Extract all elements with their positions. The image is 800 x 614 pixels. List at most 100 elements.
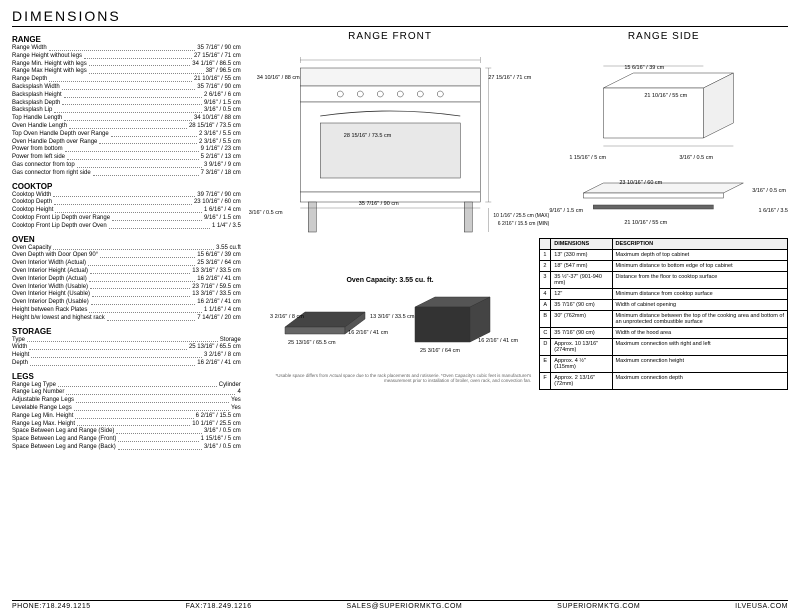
td: 35 7/16" (90 cm)	[551, 300, 612, 311]
spec-value: 9/16" / 1.5 cm	[204, 215, 241, 223]
table-row: FApprox. 2 13/16" (72mm)Maximum connecti…	[540, 373, 788, 390]
spec-row: Oven Capacity3.55 cu.ft	[12, 245, 241, 253]
table-row: C35 7/16" (90 cm)Width of the hood area	[540, 328, 788, 339]
td: Width of cabinet opening	[612, 300, 787, 311]
spec-row: Height3 2/16" / 8 cm	[12, 352, 241, 360]
spec-value: 28 15/16" / 73.5 cm	[189, 123, 241, 131]
spec-label: Cooktop Front Lip Depth over Range	[12, 215, 110, 223]
spec-value: 3 9/16" / 9 cm	[204, 162, 241, 170]
spec-label: Oven Depth with Door Open 90°	[12, 252, 98, 260]
spec-value: 13 3/16" / 33.5 cm	[192, 291, 241, 299]
spec-row: Power from bottom9 1/16" / 23 cm	[12, 146, 241, 154]
spec-list-cooktop: Cooktop Width39 7/16" / 90 cmCooktop Dep…	[12, 192, 241, 231]
dim-label: 13 3/16" / 33.5 cm	[370, 314, 414, 320]
td: 30" (762mm)	[551, 311, 612, 328]
footer-web: SUPERIORMKTG.COM	[557, 603, 640, 610]
spec-label: Backsplash Width	[12, 84, 60, 92]
spec-row: Adjustable Range Legs Yes	[12, 397, 241, 405]
spec-label: Top Oven Handle Depth over Range	[12, 131, 109, 139]
spec-label: Power from bottom	[12, 146, 63, 154]
spec-row: Space Between Leg and Range (Front)1 15/…	[12, 436, 241, 444]
td: E	[540, 356, 551, 373]
td: 12"	[551, 289, 612, 300]
footer-phone: PHONE:718.249.1215	[12, 603, 91, 610]
spec-label: Range Height without legs	[12, 53, 82, 61]
spec-label: Height b/w lowest and highest rack	[12, 315, 105, 323]
table-body: 113" (330 mm)Maximum depth of top cabine…	[540, 250, 788, 390]
table-header-row: DIMENSIONS DESCRIPTION	[540, 239, 788, 250]
spec-value: 2 3/16" / 5.5 cm	[199, 139, 241, 147]
spec-row: Range Width 35 7/16" / 90 cm	[12, 45, 241, 53]
section-title: OVEN	[12, 235, 241, 244]
table-row: A35 7/16" (90 cm)Width of cabinet openin…	[540, 300, 788, 311]
spec-label: Range Width	[12, 45, 47, 53]
td: 35 ½"-37" (901-940 mm)	[551, 272, 612, 289]
spec-row: Oven Handle Length 28 15/16" / 73.5 cm	[12, 123, 241, 131]
spec-label: Space Between Leg and Range (Side)	[12, 428, 114, 436]
spec-label: Space Between Leg and Range (Back)	[12, 444, 116, 452]
td: F	[540, 373, 551, 390]
dimensions-table: DIMENSIONS DESCRIPTION 113" (330 mm)Maxi…	[539, 238, 788, 390]
spec-value: 23 7/16" / 59.5 cm	[192, 284, 241, 292]
spec-row: Gas connector from right side7 3/16" / 1…	[12, 170, 241, 178]
spec-list-storage: TypeStorageWidth25 13/16" / 65.5 cmHeigh…	[12, 337, 241, 368]
spec-value: 1 6/16" / 4 cm	[204, 207, 241, 215]
td: A	[540, 300, 551, 311]
spec-label: Oven Interior Height (Actual)	[12, 268, 88, 276]
spec-value: 23 10/16" / 60 cm	[194, 199, 241, 207]
spec-label: Gas connector from top	[12, 162, 75, 170]
spec-value: 35 7/16" / 90 cm	[197, 84, 241, 92]
side-diagram-column: RANGE SIDE 15 6/16" / 39 cm 21 10/16" / …	[539, 31, 788, 591]
spec-label: Type	[12, 337, 25, 345]
table-row: 335 ½"-37" (901-940 mm)Distance from the…	[540, 272, 788, 289]
td: 3	[540, 272, 551, 289]
spec-label: Oven Handle Length	[12, 123, 67, 131]
spec-value: 1 1/4" / 3.5	[212, 223, 241, 231]
spec-value: 10 1/16" / 25.5 cm	[192, 421, 241, 429]
spec-value: 21 10/16" / 55 cm	[194, 76, 241, 84]
spec-value: Yes	[231, 397, 241, 405]
spec-label: Backsplash Depth	[12, 100, 60, 108]
spec-label: Depth	[12, 360, 28, 368]
footer-fax: FAX:718.249.1216	[186, 603, 252, 610]
spec-row: Height between Rack Plates1 1/16" / 4 cm	[12, 307, 241, 315]
spec-value: 35 7/16" / 90 cm	[197, 45, 241, 53]
spec-row: Space Between Leg and Range (Side)3/16" …	[12, 428, 241, 436]
spec-row: Range Leg Number4	[12, 389, 241, 397]
td: Width of the hood area	[612, 328, 787, 339]
spec-value: 15 6/16" / 39 cm	[197, 252, 241, 260]
spec-label: Range Max Height with legs	[12, 68, 87, 76]
spec-row: Space Between Leg and Range (Back)3/16" …	[12, 444, 241, 452]
spec-label: Range Leg Max. Height	[12, 421, 75, 429]
spec-row: Cooktop Front Lip Depth over Range 9/16" …	[12, 215, 241, 223]
footer: PHONE:718.249.1215 FAX:718.249.1216 SALE…	[12, 600, 788, 610]
table-row: DApprox. 10 13/16" (274mm)Maximum connec…	[540, 339, 788, 356]
spec-value: 7 14/16" / 20 cm	[197, 315, 241, 323]
th	[540, 239, 551, 250]
spec-value: 34 10/16" / 88 cm	[194, 115, 241, 123]
diagram-title-side: RANGE SIDE	[539, 31, 788, 42]
spec-value: 2 3/16" / 5.5 cm	[199, 131, 241, 139]
section-range: RANGE Range Width35 7/16" / 90 cmRange H…	[12, 35, 241, 178]
spec-row: Oven Interior Width (Usable)23 7/16" / 5…	[12, 284, 241, 292]
td: Maximum connection with right and left	[612, 339, 787, 356]
spec-value: 13 3/16" / 33.5 cm	[192, 268, 241, 276]
spec-value: 7 3/16" / 18 cm	[201, 170, 241, 178]
spec-value: Yes	[231, 405, 241, 413]
spec-row: Oven Handle Depth over Range2 3/16" / 5.…	[12, 139, 241, 147]
spec-row: Cooktop Front Lip Depth over Oven1 1/4" …	[12, 223, 241, 231]
dim-label: 25 3/16" / 64 cm	[420, 348, 460, 354]
spec-row: Gas connector from top 3 9/16" / 9 cm	[12, 162, 241, 170]
spec-value: 39 7/16" / 90 cm	[197, 192, 241, 200]
spec-value: 6 2/16" / 15.5 cm	[196, 413, 241, 421]
footnote: *Usable space differs from Actual space …	[249, 373, 532, 383]
spec-value: 16 2/16" / 41 cm	[197, 360, 241, 368]
td: Maximum connection depth	[612, 373, 787, 390]
td: 35 7/16" (90 cm)	[551, 328, 612, 339]
spec-row: Range Max Height with legs38" / 96.5 cm	[12, 68, 241, 76]
td: Minimum distance from cooktop surface	[612, 289, 787, 300]
table-row: B30" (762mm)Minimum distance between the…	[540, 311, 788, 328]
spec-label: Adjustable Range Legs	[12, 397, 74, 405]
spec-row: Power from left side5 2/16" / 13 cm	[12, 154, 241, 162]
spec-row: Oven Interior Depth (Actual)16 2/16" / 4…	[12, 276, 241, 284]
